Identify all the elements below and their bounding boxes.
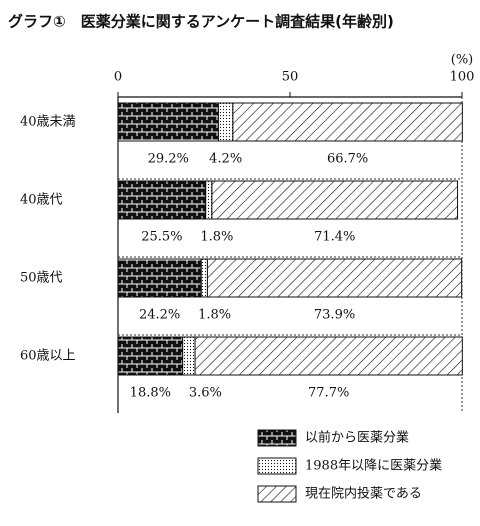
y-tick-label: 40歳代	[20, 193, 63, 208]
legend-swatch	[257, 485, 297, 503]
bar-segment	[194, 336, 463, 376]
value-label: 4.2%	[209, 152, 242, 167]
bar-segment	[211, 180, 459, 220]
x-tick-label: 100	[450, 70, 475, 85]
bar-segment	[206, 258, 463, 298]
value-label: 1.8%	[198, 308, 231, 323]
value-label: 66.7%	[327, 152, 368, 167]
unit-label: (%)	[451, 53, 474, 68]
bar-segment	[182, 336, 196, 376]
x-tick-label: 0	[114, 70, 122, 85]
bar-segment	[117, 336, 184, 376]
legend-label: 現在院内投薬である	[305, 486, 422, 502]
value-label: 29.2%	[148, 152, 189, 167]
value-label: 3.6%	[189, 386, 222, 401]
legend-label: 1988年以降に医薬分業	[305, 458, 442, 474]
legend-swatch	[257, 457, 297, 475]
chart-title: グラフ① 医薬分業に関するアンケート調査結果(年齢別)	[8, 13, 394, 31]
bar-segment	[117, 258, 202, 298]
bar-segment	[117, 180, 207, 220]
x-tick-label: 50	[282, 70, 299, 85]
bar-segment	[200, 258, 208, 298]
value-label: 77.7%	[308, 386, 349, 401]
value-label: 24.2%	[139, 308, 180, 323]
value-label: 18.8%	[130, 386, 171, 401]
legend-swatch	[257, 429, 297, 447]
y-tick-label: 60歳以上	[20, 349, 76, 364]
y-tick-label: 50歳代	[20, 271, 63, 286]
bar-segment	[217, 102, 234, 142]
bar-segment	[117, 102, 219, 142]
bar-segment	[232, 102, 463, 142]
value-label: 25.5%	[141, 230, 182, 245]
value-label: 73.9%	[314, 308, 355, 323]
bar-segment	[205, 180, 213, 220]
value-label: 71.4%	[314, 230, 355, 245]
legend-label: 以前から医薬分業	[305, 430, 409, 446]
y-tick-label: 40歳未満	[20, 115, 76, 130]
value-label: 1.8%	[200, 230, 233, 245]
